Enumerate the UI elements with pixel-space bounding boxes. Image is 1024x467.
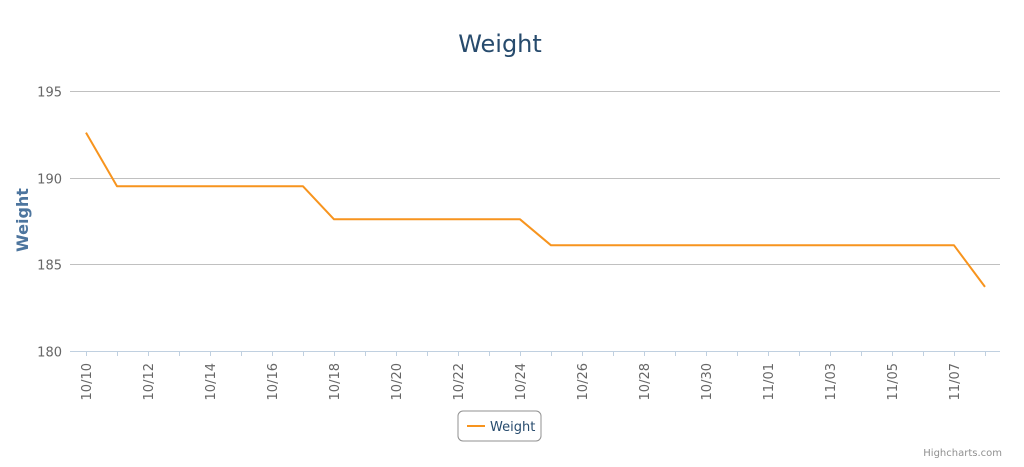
- x-tick-label: 11/03: [824, 363, 839, 400]
- legend-box: [457, 410, 542, 442]
- x-tick-label: 10/26: [576, 363, 591, 400]
- chart-title: Weight: [458, 30, 542, 58]
- y-axis-ticks: 180 185 190 195: [37, 86, 62, 361]
- x-tick-label: 10/16: [266, 363, 281, 400]
- credits-link[interactable]: Highcharts.com: [923, 448, 1002, 459]
- series-layer: [85, 132, 986, 288]
- y-tick-label: 195: [37, 86, 62, 101]
- x-axis: 10/10 10/12 10/14 10/16 10/18 10/20 10/22 10/24…: [70, 351, 1000, 400]
- y-tick-label: 190: [37, 173, 62, 188]
- series-line-1[interactable]: [85, 132, 986, 288]
- y-tick-label: 180: [37, 346, 62, 361]
- x-tick-label: 10/12: [142, 363, 157, 400]
- x-tick-label: 10/20: [390, 363, 405, 400]
- x-tick-label: 10/22: [452, 363, 467, 400]
- legend-item-weight[interactable]: Weight: [490, 420, 535, 435]
- x-tick-label: 11/01: [762, 363, 777, 400]
- legend[interactable]: Weight: [457, 410, 542, 442]
- grid-lines: [70, 91, 1000, 265]
- x-tick-label: 10/14: [204, 363, 219, 400]
- x-tick-label: 10/24: [514, 363, 529, 400]
- y-axis-title: Weight: [13, 188, 32, 252]
- x-tick-label: 11/07: [948, 363, 963, 400]
- x-tick-label: 10/18: [328, 363, 343, 400]
- x-tick-label: 10/30: [700, 363, 715, 400]
- x-tick-label: 11/05: [886, 363, 901, 400]
- x-tick-label: 10/28: [638, 363, 653, 400]
- y-tick-label: 185: [37, 259, 62, 274]
- x-tick-label: 10/10: [80, 363, 95, 400]
